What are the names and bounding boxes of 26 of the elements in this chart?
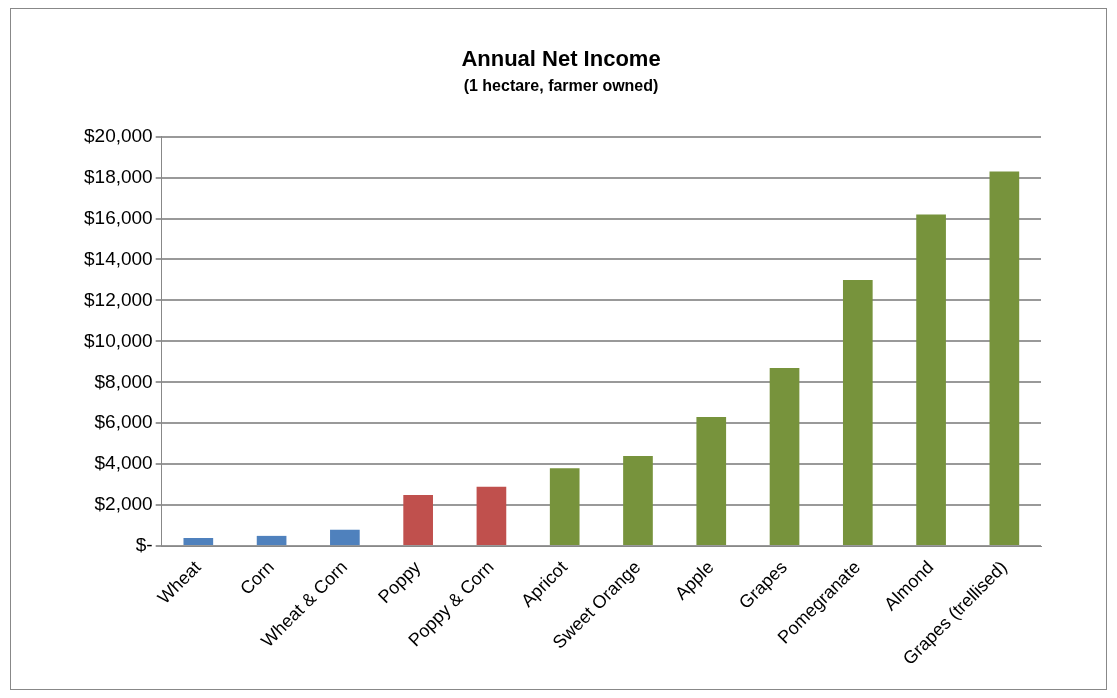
- y-tick-label: $18,000: [83, 165, 153, 187]
- chart-title: Annual Net Income: [461, 46, 661, 72]
- bar: [403, 494, 433, 546]
- bar: [476, 486, 507, 546]
- chart-subtitle: (1 hectare, farmer owned): [463, 77, 659, 95]
- bar: [623, 456, 653, 546]
- y-tick-label: $20,000: [83, 124, 153, 146]
- y-tick-label: $-: [135, 534, 153, 556]
- bar: [330, 529, 360, 546]
- y-tick-label: $10,000: [83, 329, 153, 351]
- bar: [769, 367, 800, 546]
- y-tick-label: $16,000: [83, 206, 153, 228]
- y-tick-label: $4,000: [94, 452, 153, 474]
- x-tick-label: Corn: [236, 556, 278, 599]
- y-tick-label: $14,000: [83, 247, 153, 269]
- bar: [696, 417, 727, 546]
- bar: [989, 171, 1020, 546]
- bar: [549, 468, 580, 546]
- y-tick-label: $12,000: [83, 288, 153, 310]
- bar: [256, 535, 287, 546]
- bar: [842, 279, 873, 546]
- bar: [183, 537, 214, 546]
- y-tick-label: $6,000: [94, 411, 153, 433]
- y-tick-label: $2,000: [94, 493, 153, 515]
- y-tick-label: $8,000: [94, 370, 153, 392]
- bar: [916, 214, 946, 546]
